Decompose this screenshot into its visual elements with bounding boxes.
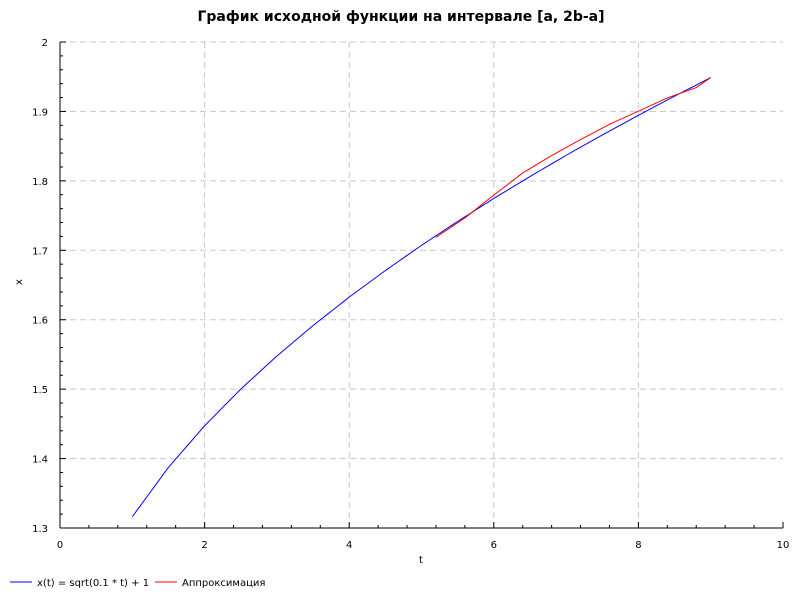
axes — [59, 42, 783, 529]
y-tick-label: 2 — [42, 38, 48, 49]
y-tick-label: 1.5 — [32, 385, 48, 396]
y-axis-label: x — [14, 279, 25, 285]
grid — [60, 41, 783, 528]
series-line-0 — [131, 77, 711, 518]
x-tick-label: 0 — [57, 540, 63, 551]
x-tick-label: 2 — [201, 540, 207, 551]
legend-label-0: x(t) = sqrt(0.1 * t) + 1 — [37, 578, 149, 589]
y-tick-label: 1.4 — [32, 455, 48, 466]
y-tick-label: 1.9 — [32, 107, 48, 118]
y-tick-label: 1.8 — [32, 177, 48, 188]
legend-label-1: Аппроксимация — [182, 578, 265, 589]
series-line-1 — [435, 77, 711, 238]
legend: x(t) = sqrt(0.1 * t) + 1 Аппроксимация — [10, 578, 265, 589]
ticks: 0 2 4 6 8 10 1.3 1.4 1.5 1.6 1.7 1.8 1.9 2 — [32, 38, 789, 551]
x-tick-label: 8 — [635, 540, 641, 551]
x-tick-label: 6 — [491, 540, 497, 551]
y-tick-label: 1.7 — [32, 246, 48, 257]
x-tick-label: 10 — [777, 540, 790, 551]
chart-title: График исходной функции на интервале [a,… — [197, 9, 604, 25]
series — [131, 77, 711, 518]
y-tick-label: 1.3 — [32, 524, 48, 535]
x-tick-label: 4 — [346, 540, 352, 551]
y-tick-label: 1.6 — [32, 316, 48, 327]
x-axis-label: t — [419, 555, 423, 566]
